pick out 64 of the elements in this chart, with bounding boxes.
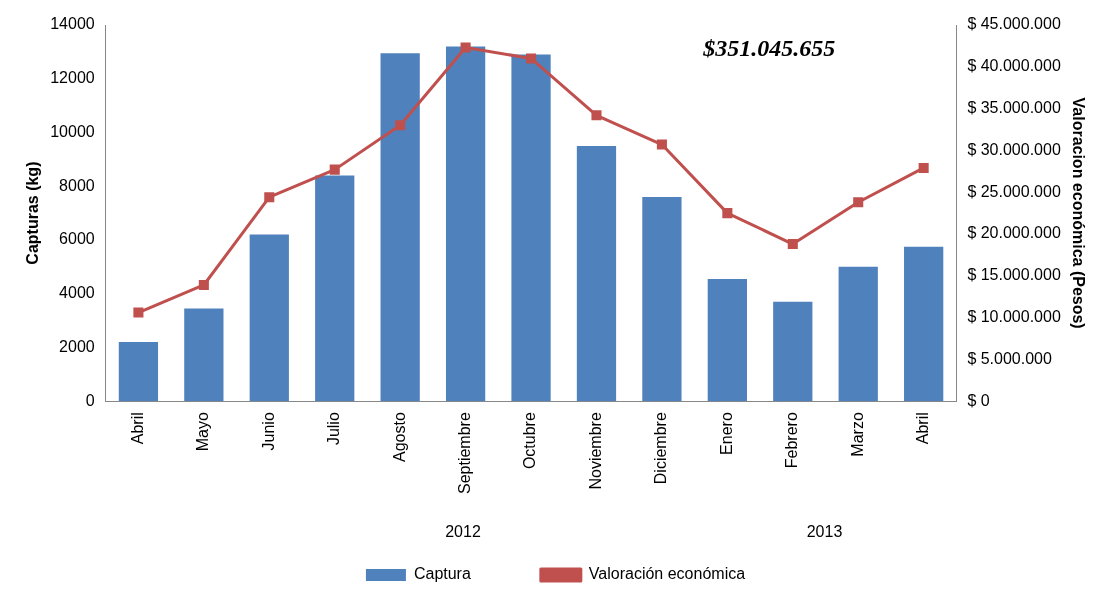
y2-tick-label: $ 0 [967, 391, 990, 409]
y-axis-title: Capturas (kg) [24, 161, 42, 265]
y-tick-label: 14000 [50, 15, 95, 33]
y-tick-label: 4000 [59, 284, 95, 302]
point [918, 162, 929, 173]
x-tick-label: Abril [914, 412, 932, 445]
x-tick-label: Junio [259, 412, 277, 451]
point [460, 42, 471, 53]
bar [576, 145, 617, 402]
bar [118, 342, 159, 402]
bar [445, 46, 486, 402]
y2-tick-label: $ 45.000.000 [967, 15, 1061, 33]
y2-tick-label: $ 35.000.000 [967, 99, 1061, 116]
point [329, 164, 340, 175]
point [787, 238, 798, 250]
point [656, 139, 667, 150]
y2-tick-label: $ 5.000.000 [967, 349, 1052, 367]
y-tick-label: 12000 [50, 69, 95, 87]
x-tick-label: Noviembre [586, 412, 604, 490]
point [133, 307, 144, 318]
y2-tick-label: $ 10.000.000 [967, 307, 1061, 325]
bar [184, 308, 224, 402]
y2-tick-label: $ 15.000.000 [967, 266, 1061, 284]
point [198, 279, 209, 291]
x-tick-label: Septiembre [456, 412, 473, 495]
point [591, 110, 602, 121]
bar [707, 278, 747, 402]
y-tick-label: 2000 [59, 337, 95, 355]
annotation: $351.045.655 [702, 35, 836, 62]
y2-tick-label: $ 20.000.000 [967, 224, 1061, 242]
point [526, 53, 537, 64]
legend-label: Valoración económica [588, 565, 746, 583]
text: 2012 [445, 523, 481, 541]
x-tick-label: Diciembre [652, 412, 670, 485]
y-tick-label: 6000 [59, 230, 95, 248]
bar [511, 54, 551, 402]
x-tick-label: Agosto [390, 412, 408, 462]
bar [904, 246, 944, 402]
bar [249, 234, 289, 402]
x-tick-label: Mayo [194, 412, 212, 452]
point [395, 120, 406, 131]
point [722, 208, 733, 219]
x-tick-label: Marzo [848, 412, 866, 457]
y2-tick-label: $ 40.000.000 [967, 57, 1061, 75]
y2-tick-label: $ 25.000.000 [967, 182, 1061, 200]
bar [315, 175, 355, 402]
point [264, 192, 275, 203]
bar [838, 266, 878, 402]
bar [773, 301, 813, 402]
bar [642, 196, 682, 402]
y2-axis-title: Valoracion económica (Pesos) [1069, 97, 1087, 329]
x-tick-label: Febrero [783, 412, 801, 469]
x-tick-label: Abril [128, 412, 146, 445]
point [853, 197, 864, 208]
legend-label: Captura [413, 565, 471, 583]
y-tick-label: 8000 [59, 176, 95, 194]
y-tick-label: 0 [85, 391, 95, 409]
y2-tick-label: $ 30.000.000 [967, 140, 1061, 158]
text: 2013 [806, 523, 843, 541]
x-tick-label: Julio [325, 412, 343, 446]
x-tick-label: Enero [717, 412, 735, 455]
y-tick-label: 10000 [50, 122, 95, 140]
bar [380, 53, 420, 402]
x-tick-label: Octubre [521, 412, 539, 470]
